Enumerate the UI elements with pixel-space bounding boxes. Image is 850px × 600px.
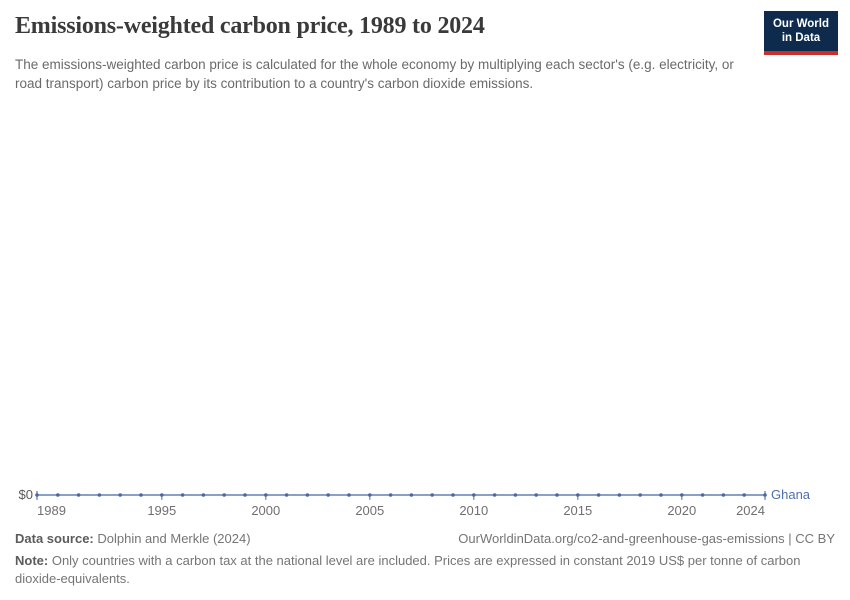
data-point-marker [56, 493, 60, 497]
note-value: Only countries with a carbon tax at the … [15, 553, 801, 587]
data-point-marker [409, 493, 414, 497]
data-point-marker [513, 493, 518, 497]
x-axis-tick-label: 1989 [37, 503, 66, 518]
data-point-marker [326, 493, 331, 497]
data-point-marker [430, 493, 435, 497]
data-point-marker [118, 493, 122, 497]
data-point-marker [97, 493, 102, 497]
data-point-marker [347, 493, 351, 497]
line-chart-svg: $0 1989 1995 2000 2005 2010 2015 2020 2024 Ghana [19, 487, 811, 518]
data-point-marker [576, 493, 580, 497]
data-point-marker [555, 493, 559, 497]
data-point-marker [492, 493, 497, 497]
data-point-marker [638, 493, 642, 497]
x-axis-tick-label: 2005 [355, 503, 384, 518]
note-label: Note: [15, 553, 49, 568]
footer-note: Note: Only countries with a carbon tax a… [15, 552, 817, 589]
x-axis-tick-label: 2015 [563, 503, 592, 518]
data-point-marker [305, 493, 310, 497]
x-axis-tick-label: 2024 [736, 503, 765, 518]
x-axis-tick-label: 2020 [667, 503, 696, 518]
data-point-marker [264, 493, 268, 497]
owid-logo-text-line1: Our World [772, 18, 829, 30]
data-point-marker [617, 493, 622, 497]
data-point-marker [368, 493, 372, 497]
chart-subtitle: The emissions-weighted carbon price is c… [15, 57, 734, 92]
data-point-marker [243, 493, 247, 497]
data-point-marker [388, 493, 393, 497]
data-source-label: Data source: [15, 531, 94, 546]
data-point-marker [139, 493, 143, 497]
data-point-marker [472, 493, 476, 497]
data-source-text: Data source: Dolphin and Merkle (2024) [15, 531, 251, 546]
data-point-marker [35, 493, 39, 497]
data-point-marker [596, 493, 601, 497]
data-point-marker [284, 493, 289, 497]
data-point-marker [451, 493, 455, 497]
data-point-marker [180, 493, 185, 497]
series-entity-label: Ghana [771, 487, 811, 502]
data-point-marker [222, 493, 226, 497]
line-chart: $0 1989 1995 2000 2005 2010 2015 2020 2024 Ghana [0, 477, 850, 524]
data-point-marker [763, 493, 767, 497]
data-point-marker [680, 493, 684, 497]
data-point-marker [76, 493, 81, 497]
data-point-marker [659, 493, 663, 497]
data-point-marker [201, 493, 206, 497]
owid-logo-text-line2: in Data [781, 32, 821, 45]
data-point-marker [721, 493, 726, 497]
x-axis-tick-label: 1995 [147, 503, 176, 518]
footer-source-row: Data source: Dolphin and Merkle (2024) O… [15, 531, 835, 546]
data-point-marker [742, 493, 746, 497]
data-point-marker [534, 493, 538, 497]
data-point-marker [700, 493, 705, 497]
data-source-value: Dolphin and Merkle (2024) [93, 531, 251, 546]
x-axis-tick-label: 2000 [251, 503, 280, 518]
y-axis-label: $0 [19, 487, 33, 502]
attribution-link[interactable]: OurWorldinData.org/co2-and-greenhouse-ga… [458, 531, 835, 546]
owid-logo: Our World in Data [764, 11, 838, 55]
data-point-marker [160, 493, 164, 497]
page-title: Emissions-weighted carbon price, 1989 to… [15, 13, 485, 39]
x-axis-tick-label: 2010 [459, 503, 488, 518]
